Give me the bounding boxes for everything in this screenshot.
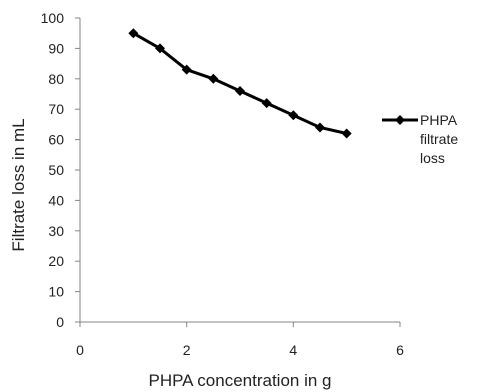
axes — [79, 18, 400, 323]
y-tick-label: 20 — [48, 253, 64, 269]
legend-marker-swatch — [395, 115, 405, 125]
y-tick-label: 70 — [48, 101, 64, 117]
legend-label: PHPA filtrate loss — [420, 112, 458, 166]
data-point-marker — [155, 43, 165, 54]
data-point-marker — [128, 28, 139, 39]
y-axis-title: Filtrate loss in mL — [9, 118, 28, 251]
y-tick-label: 50 — [48, 162, 64, 178]
y-tick-label: 30 — [48, 223, 64, 239]
legend-label-line: loss — [420, 150, 445, 166]
y-tick-label: 0 — [56, 314, 64, 330]
plot-area — [128, 28, 352, 139]
legend-label-line: PHPA — [420, 112, 458, 128]
data-point-marker — [208, 73, 219, 84]
y-tick-label: 100 — [41, 10, 65, 26]
data-point-marker — [261, 98, 272, 109]
x-ticks: 0 2 4 6 — [76, 322, 404, 358]
y-tick-label: 90 — [48, 40, 64, 56]
data-point-marker — [288, 110, 299, 121]
x-tick-label: 0 — [76, 342, 84, 358]
legend-label-line: filtrate — [420, 131, 458, 147]
y-tick-label: 60 — [48, 132, 64, 148]
legend: PHPA filtrate loss — [382, 112, 458, 166]
x-tick-label: 2 — [183, 342, 191, 358]
data-point-marker — [315, 122, 325, 133]
x-tick-label: 4 — [289, 342, 297, 358]
y-tick-label: 80 — [48, 71, 64, 87]
x-axis-title: PHPA concentration in g — [148, 371, 331, 390]
data-point-marker — [181, 64, 192, 75]
y-ticks: 0 10 20 30 40 50 60 70 80 90 100 — [41, 10, 80, 330]
data-point-marker — [235, 85, 245, 96]
y-tick-label: 40 — [48, 192, 64, 208]
data-point-marker — [341, 128, 352, 139]
y-tick-label: 10 — [48, 284, 64, 300]
series-line — [131, 31, 349, 136]
x-tick-label: 6 — [396, 342, 404, 358]
